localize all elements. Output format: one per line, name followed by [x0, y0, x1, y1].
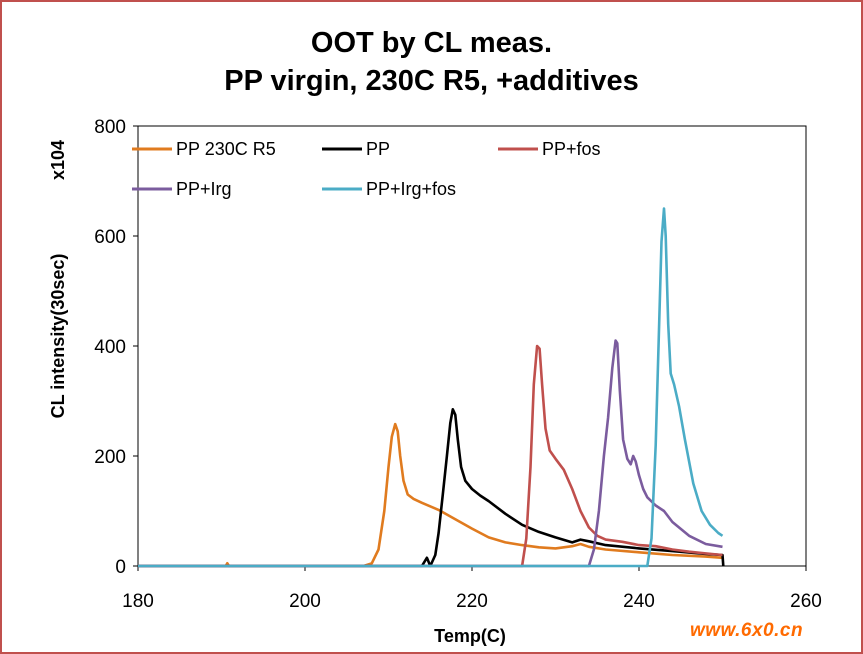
chart-title-line1: OOT by CL meas.: [310, 27, 553, 59]
y-tick-label: 0: [115, 557, 126, 578]
x-axis-label: Temp(C): [434, 626, 506, 646]
series-line-1: [138, 422, 723, 568]
x-tick-label: 200: [289, 591, 321, 612]
y-axis-label: CL intensity(30sec): [48, 254, 68, 419]
plot-area: [137, 125, 807, 567]
chart-title: OOT by CL meas. PP virgin, 230C R5, +add…: [0, 24, 863, 100]
series-line-3: [138, 344, 723, 568]
x-tick-label: 260: [790, 591, 822, 612]
x-tick-label: 240: [623, 591, 655, 612]
legend-label: PP+Irg: [176, 179, 232, 199]
y-tick-label: 800: [94, 117, 126, 138]
y-axis-ticks: 0 200 400 600 800: [94, 117, 138, 578]
legend-label: PP: [366, 139, 390, 159]
series-line-2: [138, 407, 725, 568]
x-tick-label: 180: [122, 591, 154, 612]
series-lines: [138, 207, 725, 568]
y-tick-label: 200: [94, 447, 126, 468]
y-axis-multiplier: x104: [48, 140, 68, 180]
legend-label: PP+Irg+fos: [366, 179, 456, 199]
series-line-5: [138, 207, 724, 568]
x-axis-ticks: 180 200 220 240 260: [122, 566, 822, 612]
y-tick-label: 600: [94, 227, 126, 248]
watermark: www.6x0.cn: [690, 620, 804, 641]
legend: PP 230C R5 PP PP+fos PP+Irg PP+Irg+fos: [132, 139, 601, 199]
legend-label: PP 230C R5: [176, 139, 276, 159]
x-tick-label: 220: [456, 591, 488, 612]
chart-title-line2: PP virgin, 230C R5, +additives: [224, 65, 639, 97]
y-tick-label: 400: [94, 337, 126, 358]
series-line-4: [138, 339, 723, 568]
legend-label: PP+fos: [542, 139, 601, 159]
